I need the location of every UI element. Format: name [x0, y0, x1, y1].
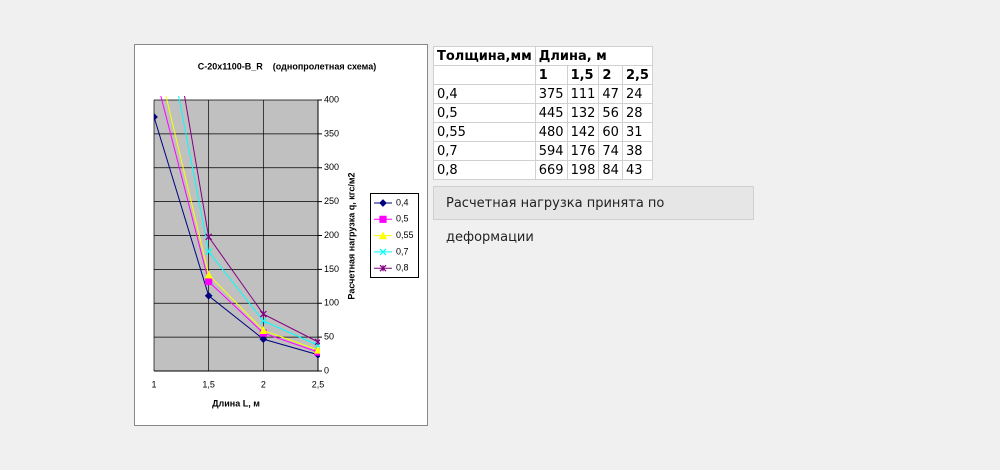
table-cell: 0,7 [433, 141, 536, 161]
table-cell: 0,4 [433, 84, 536, 104]
table-cell: 24 [621, 84, 653, 104]
table-cell: 56 [598, 103, 623, 123]
table-cell: 0,8 [433, 160, 536, 180]
plot-lines [154, 96, 320, 359]
table-cell: 1 [534, 65, 568, 85]
marker [259, 335, 268, 344]
table-cell: 47 [598, 84, 623, 104]
y-axis-label: Расчетная нагрузка q, кгс/м2 [346, 172, 356, 299]
table-cell: 132 [566, 103, 600, 123]
marker [205, 248, 213, 256]
line [154, 116, 319, 356]
marker [314, 345, 320, 354]
button[interactable]: Расчетная нагрузка принята по деформации [433, 186, 754, 245]
table-cell: 0,5 [433, 103, 536, 123]
line [160, 96, 319, 353]
table-cell [433, 65, 536, 85]
y-tick-label: 350 [324, 128, 339, 138]
table-cell: Длина, м [534, 46, 653, 66]
marker [259, 317, 267, 325]
marker [205, 233, 213, 241]
marker [379, 199, 387, 207]
legend-label: 0,8 [396, 263, 409, 273]
marker [314, 338, 320, 346]
table-cell: 176 [566, 141, 600, 161]
table-cell: 2,5 [621, 65, 653, 85]
table-cell: 445 [534, 103, 568, 123]
table-row: 0,4 375 111 47 24 [433, 84, 653, 104]
table-row: 0,55 480 142 60 31 [433, 122, 653, 142]
legend-label: 0,5 [396, 214, 409, 224]
table-row: 0,8 669 198 84 43 [433, 160, 653, 180]
y-tick-label: 400 [324, 94, 339, 104]
table-cell: 0,55 [433, 122, 536, 142]
x-tick-label: 1 [151, 379, 156, 389]
table-cell: 111 [566, 84, 600, 104]
y-tick-label: 250 [324, 196, 339, 206]
table-row: 0,7 594 176 74 38 [433, 141, 653, 161]
table-row: 0,5 445 132 56 28 [433, 103, 653, 123]
marker [204, 291, 213, 300]
table-cell: 28 [621, 103, 653, 123]
table-row: 1 1,5 2 2,5 [433, 65, 653, 85]
marker [379, 231, 387, 240]
legend-label: 0,7 [396, 246, 409, 256]
table-cell: 84 [598, 160, 623, 180]
y-tick-label: 100 [324, 298, 339, 308]
chart-title: С-20х1100-В_R (однопролетная схема) [198, 61, 376, 71]
x-tick-label: 1,5 [202, 379, 215, 389]
y-tick-label: 200 [324, 230, 339, 240]
table-cell: 198 [566, 160, 600, 180]
y-tick-label: 0 [324, 365, 329, 375]
table-cell: 594 [534, 141, 568, 161]
table-row: Толщина,мм Длина, м [433, 46, 653, 66]
table-cell: 60 [598, 122, 623, 142]
legend-label: 0,4 [396, 197, 409, 207]
data-table: Толщина,мм Длина, м 1 1,5 2 2,5 0,4 375 111 47 24 0… [433, 46, 653, 180]
table-cell: 142 [566, 122, 600, 142]
table-cell: 480 [534, 122, 568, 142]
marker [204, 270, 213, 279]
x-tick-label: 2 [261, 379, 266, 389]
marker [154, 113, 158, 121]
marker [379, 215, 387, 223]
table-cell: 43 [621, 160, 653, 180]
marker [379, 264, 387, 272]
y-tick-label: 50 [324, 332, 334, 342]
marker [205, 277, 213, 286]
table-cell: Толщина,мм [433, 46, 536, 66]
y-tick-label: 300 [324, 162, 339, 172]
legend-label: 0,55 [396, 230, 414, 240]
x-tick-label: 2,5 [312, 379, 325, 389]
table-cell: 74 [598, 141, 623, 161]
table-cell: 375 [534, 84, 568, 104]
table-cell: 669 [534, 160, 568, 180]
marker [379, 248, 387, 256]
table-cell: 31 [621, 122, 653, 142]
line [178, 96, 319, 346]
table-cell: 2 [598, 65, 623, 85]
y-tick-label: 150 [324, 264, 339, 274]
table-cell: 1,5 [566, 65, 600, 85]
marker [259, 326, 268, 334]
x-axis-label: Длина L, м [212, 398, 260, 408]
marker [259, 310, 267, 318]
table-cell: 38 [621, 141, 653, 161]
line [165, 96, 319, 351]
line [184, 96, 319, 343]
